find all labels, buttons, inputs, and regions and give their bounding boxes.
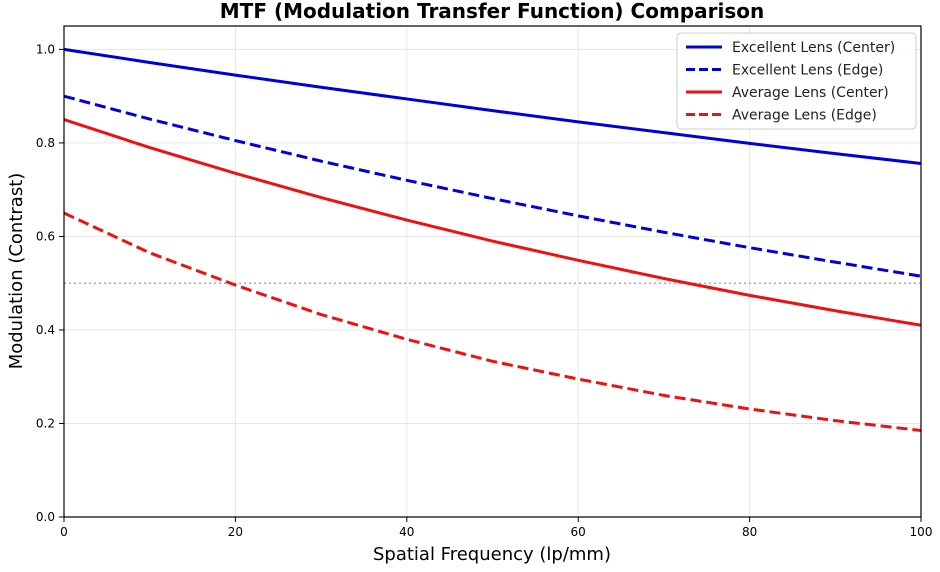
- chart-title: MTF (Modulation Transfer Function) Compa…: [220, 0, 764, 23]
- x-tick-label: 100: [910, 525, 933, 539]
- y-tick-label: 1.0: [36, 42, 55, 56]
- x-tick-label: 40: [399, 525, 414, 539]
- x-tick-label: 0: [60, 525, 68, 539]
- series-line-1: [63, 94, 922, 278]
- series-line-0: [63, 47, 922, 165]
- legend-label: Excellent Lens (Center): [732, 40, 895, 56]
- series-line-2: [63, 118, 922, 327]
- x-tick-label: 20: [228, 525, 243, 539]
- y-tick-label: 0.4: [36, 323, 55, 337]
- legend-label: Excellent Lens (Edge): [732, 63, 883, 79]
- series-line-3: [63, 211, 922, 432]
- legend-frame: [676, 32, 917, 130]
- plot-frame: [63, 25, 922, 518]
- x-tick-label: 80: [742, 525, 757, 539]
- legend-label: Average Lens (Edge): [732, 108, 877, 124]
- y-tick-label: 0.2: [36, 416, 55, 430]
- legend-label: Average Lens (Center): [732, 85, 889, 101]
- legend: Excellent Lens (Center) Excellent Lens (E…: [676, 32, 917, 130]
- y-tick-label: 0.6: [36, 229, 55, 243]
- x-tick-label: 60: [571, 525, 586, 539]
- y-tick-label: 0.0: [36, 510, 55, 524]
- y-axis-label: Modulation (Contrast): [6, 173, 27, 370]
- x-axis-label: Spatial Frequency (lp/mm): [373, 544, 611, 565]
- y-tick-label: 0.8: [36, 136, 55, 150]
